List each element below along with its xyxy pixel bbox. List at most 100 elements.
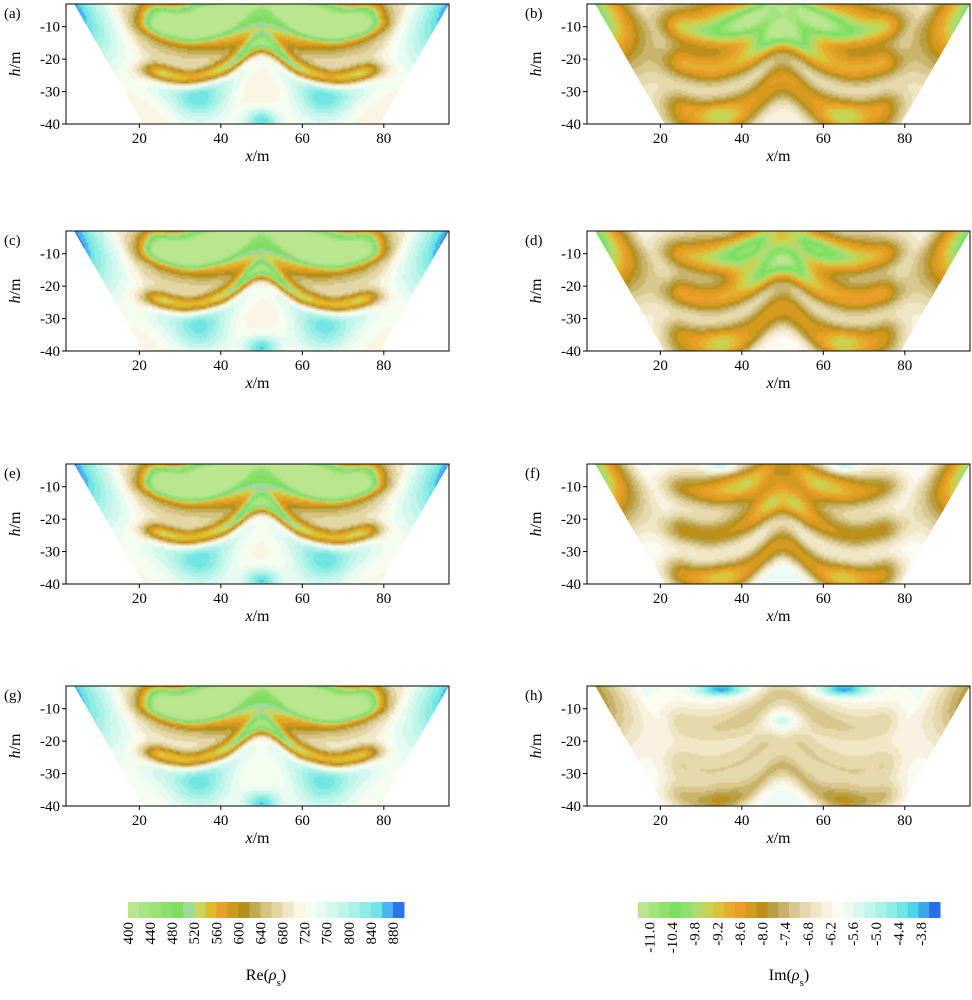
panel-e: 20 40 60 80 -10 -20 -30 -40 (e) x/m h/m — [4, 463, 450, 625]
heatmap-field — [595, 464, 970, 584]
plot-frame — [586, 3, 971, 125]
colorbar-swatch — [735, 902, 747, 918]
colorbar-label: Im(ρs) — [769, 967, 809, 989]
y-axis-label: h/m — [7, 511, 24, 536]
colorbar-tick-label: -6.8 — [801, 922, 817, 946]
y-tick-label: -10 — [561, 480, 581, 496]
x-tick-label: 20 — [132, 591, 147, 607]
panel-c: 20 40 60 80 -10 -20 -30 -40 (c) x/m h/m — [4, 230, 450, 392]
y-tick-label: -10 — [40, 247, 60, 263]
x-tick-label: 40 — [213, 131, 228, 147]
heatmap-field — [74, 231, 449, 351]
x-axis-label: x/m — [766, 148, 792, 165]
heatmap-field — [595, 686, 970, 806]
colorbar-re: 400 440 480 520 560 600 640 680 720 760 800 840 880 R… — [121, 902, 405, 989]
x-axis-label: x/m — [766, 375, 792, 392]
y-tick-label: -20 — [561, 52, 581, 68]
y-tick-label: -30 — [40, 85, 60, 101]
x-tick-label: 40 — [734, 131, 749, 147]
colorbar-tick-label: 480 — [165, 922, 181, 945]
colorbar-swatch — [271, 902, 284, 918]
x-tick-label: 80 — [376, 131, 391, 147]
colorbar-swatch — [842, 902, 855, 918]
y-tick-label: -40 — [561, 117, 581, 133]
x-tick-label: 80 — [897, 813, 912, 829]
x-tick-label: 20 — [132, 813, 147, 829]
colorbar-swatch — [691, 902, 704, 918]
colorbar-tick-label: -9.2 — [710, 922, 726, 946]
x-tick-label: 40 — [734, 591, 749, 607]
y-tick-label: -30 — [40, 545, 60, 561]
colorbar-swatch — [183, 902, 195, 918]
plot-frame — [586, 230, 971, 352]
colorbar-tick-label: -4.4 — [891, 922, 907, 946]
plot-frame — [65, 685, 450, 807]
colorbar-swatch — [713, 902, 725, 918]
y-axis-label: h/m — [7, 278, 24, 303]
colorbar-swatch — [907, 902, 919, 918]
x-tick-label: 80 — [376, 591, 391, 607]
x-tick-label: 60 — [295, 131, 310, 147]
plot-frame — [65, 230, 450, 352]
colorbar-swatch — [194, 902, 206, 918]
colorbar-swatch — [789, 902, 801, 918]
colorbar-tick-label: -8.6 — [733, 922, 749, 946]
colorbar-swatch — [359, 902, 372, 918]
colorbar-tick-label: -8.0 — [756, 922, 772, 946]
x-tick-label: 20 — [132, 131, 147, 147]
x-axis-label: x/m — [245, 830, 271, 847]
panel-label: (b) — [525, 6, 543, 22]
x-tick-label: 80 — [897, 131, 912, 147]
colorbar-swatch — [392, 902, 405, 918]
colorbar-swatch — [315, 902, 328, 918]
x-tick-label: 60 — [816, 358, 831, 374]
colorbar-swatch — [326, 902, 339, 918]
colorbar-tick-label: 600 — [231, 922, 247, 945]
colorbar-swatch — [370, 902, 383, 918]
x-tick-label: 20 — [132, 358, 147, 374]
colorbar-swatch — [886, 902, 898, 918]
colorbar-tick-label: -5.6 — [846, 922, 862, 946]
colorbar-swatch — [139, 902, 151, 918]
x-tick-label: 60 — [816, 591, 831, 607]
y-tick-label: -40 — [40, 344, 60, 360]
colorbar-tick-label: 560 — [209, 922, 225, 945]
colorbar-tick-label: 840 — [364, 922, 380, 945]
plot-frame — [586, 685, 971, 807]
colorbar-swatch — [756, 902, 768, 918]
y-tick-label: -10 — [561, 20, 581, 36]
colorbar-tick-label: 680 — [276, 922, 292, 945]
panel-label: (f) — [525, 466, 540, 482]
colorbar-swatch — [864, 902, 876, 918]
y-tick-label: -40 — [40, 799, 60, 815]
colorbar-swatch — [648, 902, 661, 918]
x-tick-label: 80 — [376, 813, 391, 829]
panel-f: 20 40 60 80 -10 -20 -30 -40 (f) x/m h/m — [525, 463, 971, 625]
colorbar-swatch — [799, 902, 812, 918]
y-tick-label: -20 — [561, 512, 581, 528]
colorbar-swatch — [293, 902, 306, 918]
heatmap-field — [595, 231, 970, 351]
x-tick-label: 60 — [816, 813, 831, 829]
x-tick-label: 20 — [653, 591, 668, 607]
y-tick-label: -40 — [40, 117, 60, 133]
x-tick-label: 80 — [897, 591, 912, 607]
x-tick-label: 60 — [295, 358, 310, 374]
heatmap-field — [595, 4, 970, 124]
colorbar-tick-label: 440 — [143, 922, 159, 945]
panel-label: (d) — [525, 233, 543, 249]
y-axis-label: h/m — [528, 278, 545, 303]
y-tick-label: -30 — [40, 312, 60, 328]
colorbar-swatch — [875, 902, 887, 918]
colorbar-tick-label: 520 — [187, 922, 203, 945]
colorbar-swatch — [381, 902, 394, 918]
y-tick-label: -10 — [561, 702, 581, 718]
y-tick-label: -40 — [561, 577, 581, 593]
colorbar-swatch — [304, 902, 317, 918]
colorbar-tick-label: -9.8 — [688, 922, 704, 946]
colorbar-swatch — [670, 902, 682, 918]
colorbar-tick-label: -11.0 — [642, 922, 658, 953]
x-axis-label: x/m — [245, 148, 271, 165]
y-tick-label: -10 — [561, 247, 581, 263]
